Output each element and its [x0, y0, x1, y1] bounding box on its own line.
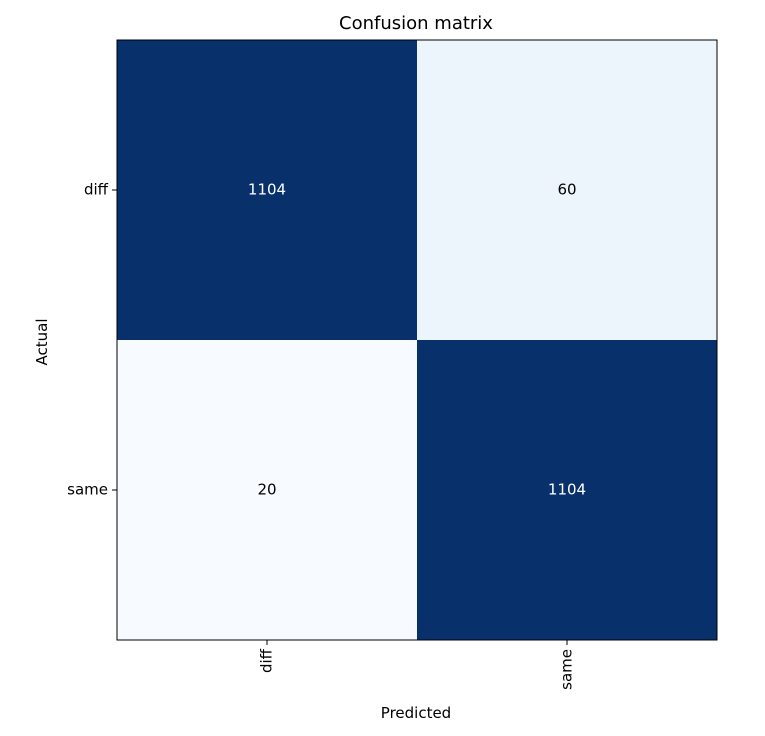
- x-tick-label-diff: diff: [258, 648, 276, 673]
- heatmap-cell-same-diff: [117, 340, 417, 640]
- plot-frame: [116, 39, 718, 641]
- x-axis-label: Predicted: [381, 704, 451, 722]
- cell-value-label: 1104: [248, 181, 286, 199]
- y-axis-label: Actual: [33, 319, 51, 366]
- y-tick-label-diff: diff: [84, 181, 109, 199]
- cell-value-label: 60: [557, 181, 576, 199]
- heatmap-cell-diff-diff: [117, 40, 417, 340]
- heatmap-cells: 1104 60 20 1104: [117, 40, 717, 640]
- heatmap-cell-same-same: [417, 340, 717, 640]
- axis-ticks: diff same diff same: [67, 181, 575, 690]
- y-tick-label-same: same: [67, 481, 108, 499]
- cell-value-label: 1104: [548, 481, 586, 499]
- chart-title: Confusion matrix: [339, 13, 493, 34]
- x-tick-label-same: same: [558, 649, 576, 690]
- heatmap-cell-diff-same: [417, 40, 717, 340]
- cell-value-label: 20: [257, 481, 276, 499]
